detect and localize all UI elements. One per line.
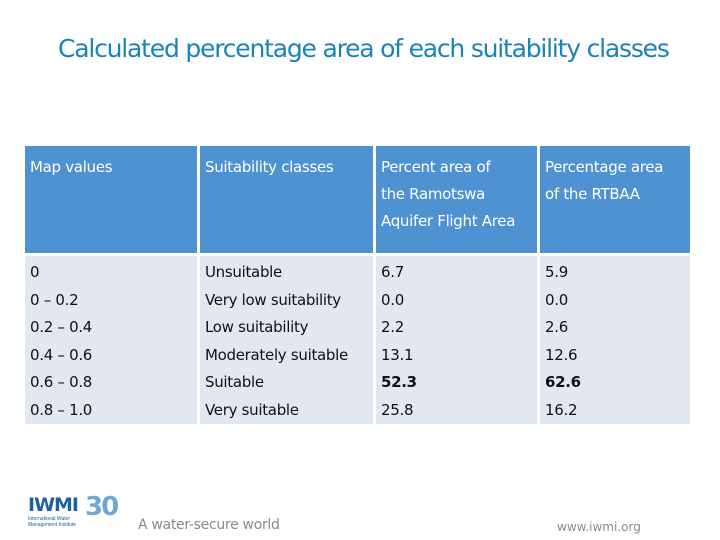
percent-ramotswa-value: 0.0 (381, 290, 404, 309)
logo-anniversary-number: 30 (85, 492, 119, 522)
percent-ramotswa-value: 6.7 (381, 263, 404, 281)
classes-cell: Unsuitable Very low suitability Low suit… (200, 256, 373, 424)
header-percent-ramotswa: Percent area of the Ramotswa Aquifer Fli… (376, 146, 537, 256)
suitability-table: Map values Suitability classes Percent a… (22, 146, 693, 424)
map-value: 0.8 – 1.0 (30, 400, 93, 419)
suitability-class: Suitable (205, 373, 264, 391)
map-value: 0.2 – 0.4 (30, 318, 93, 336)
suitability-class: Low suitability (205, 318, 309, 336)
percent-rtbaa-value-highlight: 62.6 (545, 373, 581, 391)
map-value: 0 – 0.2 (30, 290, 79, 309)
percent-ramotswa-value: 13.1 (381, 345, 414, 364)
header-suitability-classes-label: Suitability classes (205, 158, 334, 176)
tagline: A water-secure world (138, 517, 280, 533)
map-values-cell: 0 0 – 0.2 0.2 – 0.4 0.4 – 0.6 0.6 – 0.8 … (25, 256, 197, 424)
table-body-row: 0 0 – 0.2 0.2 – 0.4 0.4 – 0.6 0.6 – 0.8 … (25, 256, 690, 424)
percent-ramotswa-cell: 6.7 0.0 2.2 13.1 52.3 25.8 (376, 256, 537, 424)
percent-ramotswa-value-highlight: 52.3 (381, 373, 417, 391)
header-percent-ramotswa-line1: Percent area of (381, 158, 491, 176)
suitability-class: Very suitable (205, 400, 299, 419)
percent-rtbaa-cell: 5.9 0.0 2.6 12.6 62.6 16.2 (540, 256, 690, 424)
header-percent-rtbaa-line1: Percentage area (545, 158, 664, 176)
header-percent-ramotswa-line2: the Ramotswa (381, 185, 486, 203)
header-percent-ramotswa-line3: Aquifer Flight Area (381, 212, 516, 230)
suitability-class: Very low suitability (205, 290, 341, 309)
table-header-row: Map values Suitability classes Percent a… (25, 146, 690, 256)
header-percent-rtbaa: Percentage area of the RTBAA (540, 146, 690, 256)
percent-ramotswa-value: 2.2 (381, 318, 404, 336)
header-suitability-classes: Suitability classes (200, 146, 373, 256)
percent-ramotswa-value: 25.8 (381, 400, 414, 419)
percent-rtbaa-value: 0.0 (545, 290, 568, 309)
header-map-values-label: Map values (30, 158, 113, 176)
header-percent-rtbaa-line2: of the RTBAA (545, 185, 640, 203)
map-value: 0.6 – 0.8 (30, 373, 93, 391)
percent-rtbaa-value: 16.2 (545, 400, 578, 419)
header-map-values: Map values (25, 146, 197, 256)
percent-rtbaa-value: 12.6 (545, 345, 578, 364)
percent-rtbaa-value: 2.6 (545, 318, 568, 336)
website-url: www.iwmi.org (557, 520, 641, 534)
footer: IWMI 30 International Water Management I… (0, 490, 720, 540)
logo-subtitle: International Water Management Institute (28, 516, 77, 528)
map-value: 0 (30, 263, 40, 281)
percent-rtbaa-value: 5.9 (545, 263, 568, 281)
page-title: Calculated percentage area of each suita… (58, 34, 670, 63)
suitability-class: Moderately suitable (205, 345, 348, 364)
map-value: 0.4 – 0.6 (30, 345, 93, 364)
iwmi-logo: IWMI 30 International Water Management I… (28, 492, 128, 538)
logo-wordmark: IWMI (28, 494, 79, 516)
suitability-class: Unsuitable (205, 263, 282, 281)
